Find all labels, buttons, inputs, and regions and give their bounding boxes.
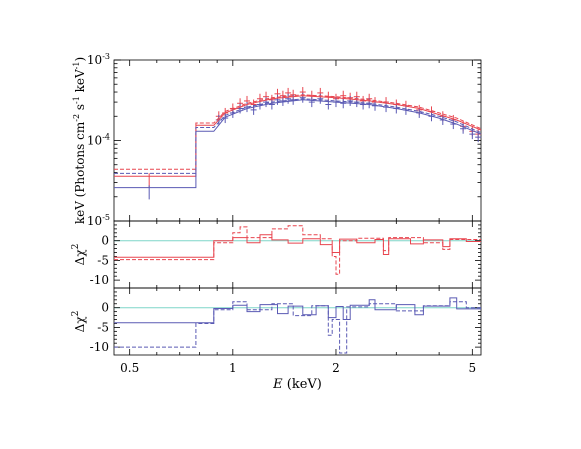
model-line: [114, 95, 482, 177]
data-point: [268, 99, 275, 110]
data-point: [308, 97, 315, 108]
residual-line: [114, 225, 481, 275]
data-point: [475, 132, 482, 143]
y-tick-label: -5: [97, 320, 109, 334]
model-line: [114, 98, 482, 174]
residual-y-axis-label: Δχ2: [71, 244, 87, 266]
y-tick-label: 10-4: [87, 133, 110, 148]
data-point: [340, 98, 347, 109]
y-tick-label: 10-3: [87, 52, 110, 67]
y-tick-label: -10: [90, 273, 109, 287]
residual-line: [114, 297, 481, 324]
model-line: [114, 94, 482, 170]
residual-line: [114, 234, 481, 258]
x-axis-label: E (keV): [272, 377, 322, 392]
y-tick-label: -5: [97, 253, 109, 267]
residual-y-axis-label: Δχ2: [71, 311, 87, 333]
data-point: [460, 123, 467, 134]
spectrum-frame: [113, 59, 482, 222]
spectrum-y-axis-label: keV (Photons cm-2 s-1 keV-1): [72, 57, 87, 224]
data-point: [299, 92, 306, 103]
data-point: [317, 93, 324, 104]
residual-frame: [113, 287, 482, 356]
y-tick-label: 10-5: [87, 213, 110, 228]
x-tick-label: 5: [469, 361, 477, 375]
x-tick-label: 1: [229, 361, 237, 375]
residual-frame: [113, 220, 482, 289]
x-tick-label: 2: [332, 361, 340, 375]
data-point: [285, 93, 292, 104]
residual-line: [114, 301, 481, 354]
model-line: [114, 99, 482, 189]
y-tick-label: -10: [90, 340, 109, 354]
y-tick-label: 0: [101, 234, 109, 248]
data-point: [250, 104, 257, 115]
y-tick-label: 0: [101, 301, 109, 315]
x-tick-label: 0.5: [120, 361, 139, 375]
